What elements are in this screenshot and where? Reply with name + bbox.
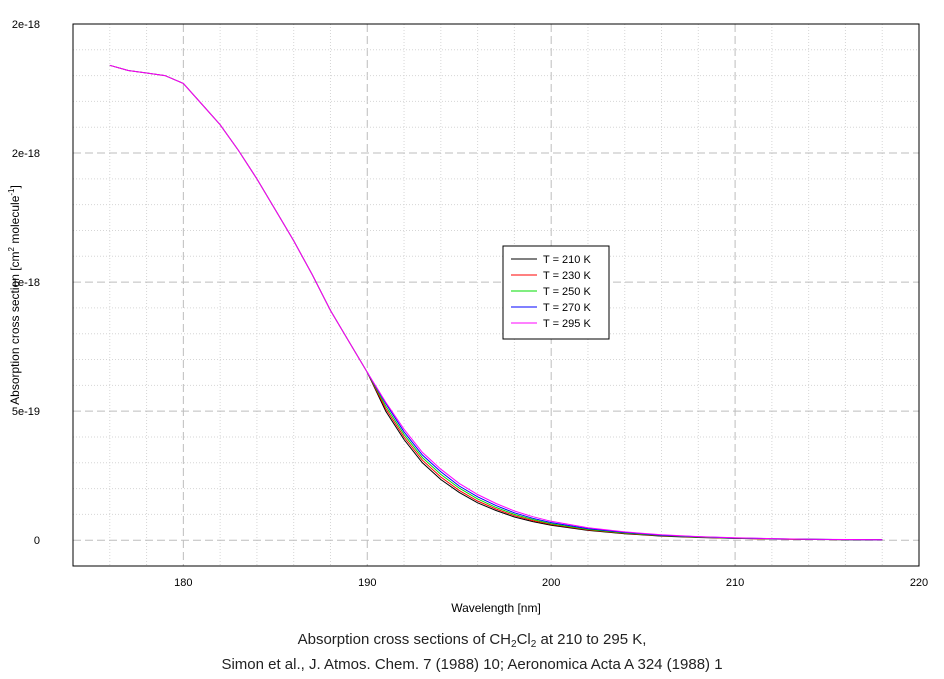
legend-entry: T = 210 K (543, 254, 591, 266)
y-tick-label: 0 (34, 535, 40, 547)
legend-entry: T = 230 K (543, 270, 591, 282)
legend-entry: T = 270 K (543, 302, 591, 314)
caption-line-1: Absorption cross sections of CH2Cl2 at 2… (0, 631, 944, 650)
grid (73, 23, 919, 567)
caption-sub-1: 2 (511, 639, 517, 650)
y-axis-label-end: ] (8, 185, 22, 188)
legend-entry: T = 295 K (543, 318, 591, 330)
y-axis-label-base: Absorption cross section [cm (8, 251, 22, 404)
y-axis: 0 5e-19 1e-18 2e-18 2e-18 (12, 19, 40, 547)
y-axis-label-sup2: -1 (7, 188, 16, 196)
y-axis-label-middle: molecule (8, 195, 22, 247)
x-axis: 180 190 200 210 220 (174, 577, 928, 589)
caption-post: at 210 to 295 K, (536, 631, 647, 648)
chart-canvas: 180 190 200 210 220 0 5e-19 1e-18 2e-18 2e-18 Wa… (7, 19, 928, 615)
legend: T = 210 K T = 230 K T = 250 K T = 270 K T = … (502, 245, 610, 340)
caption-line-2: Simon et al., J. Atmos. Chem. 7 (1988) 1… (221, 656, 723, 673)
x-tick-label: 210 (726, 577, 744, 589)
y-tick-label: 2e-18 (12, 19, 40, 31)
legend-entry: T = 250 K (543, 286, 591, 298)
series-line-4 (109, 64, 883, 541)
x-tick-label: 180 (174, 577, 192, 589)
caption-mid: Cl (516, 631, 531, 648)
x-tick-label: 220 (910, 577, 928, 589)
caption-sub-2: 2 (530, 639, 537, 650)
x-tick-label: 190 (358, 577, 376, 589)
series-lines (109, 64, 883, 541)
series-line-0 (109, 64, 883, 541)
caption-pre: Absorption cross sections of CH (297, 631, 512, 648)
y-tick-label: 5e-19 (12, 406, 40, 418)
y-axis-label: Absorption cross section [cm2 molecule-1… (7, 185, 22, 405)
x-tick-label: 200 (542, 577, 560, 589)
y-tick-label: 2e-18 (12, 148, 40, 160)
plot-frame (72, 23, 920, 567)
y-tick-label: 1e-18 (12, 277, 40, 289)
x-axis-label: Wavelength [nm] (451, 601, 541, 615)
y-axis-label-sup1: 2 (7, 246, 16, 251)
